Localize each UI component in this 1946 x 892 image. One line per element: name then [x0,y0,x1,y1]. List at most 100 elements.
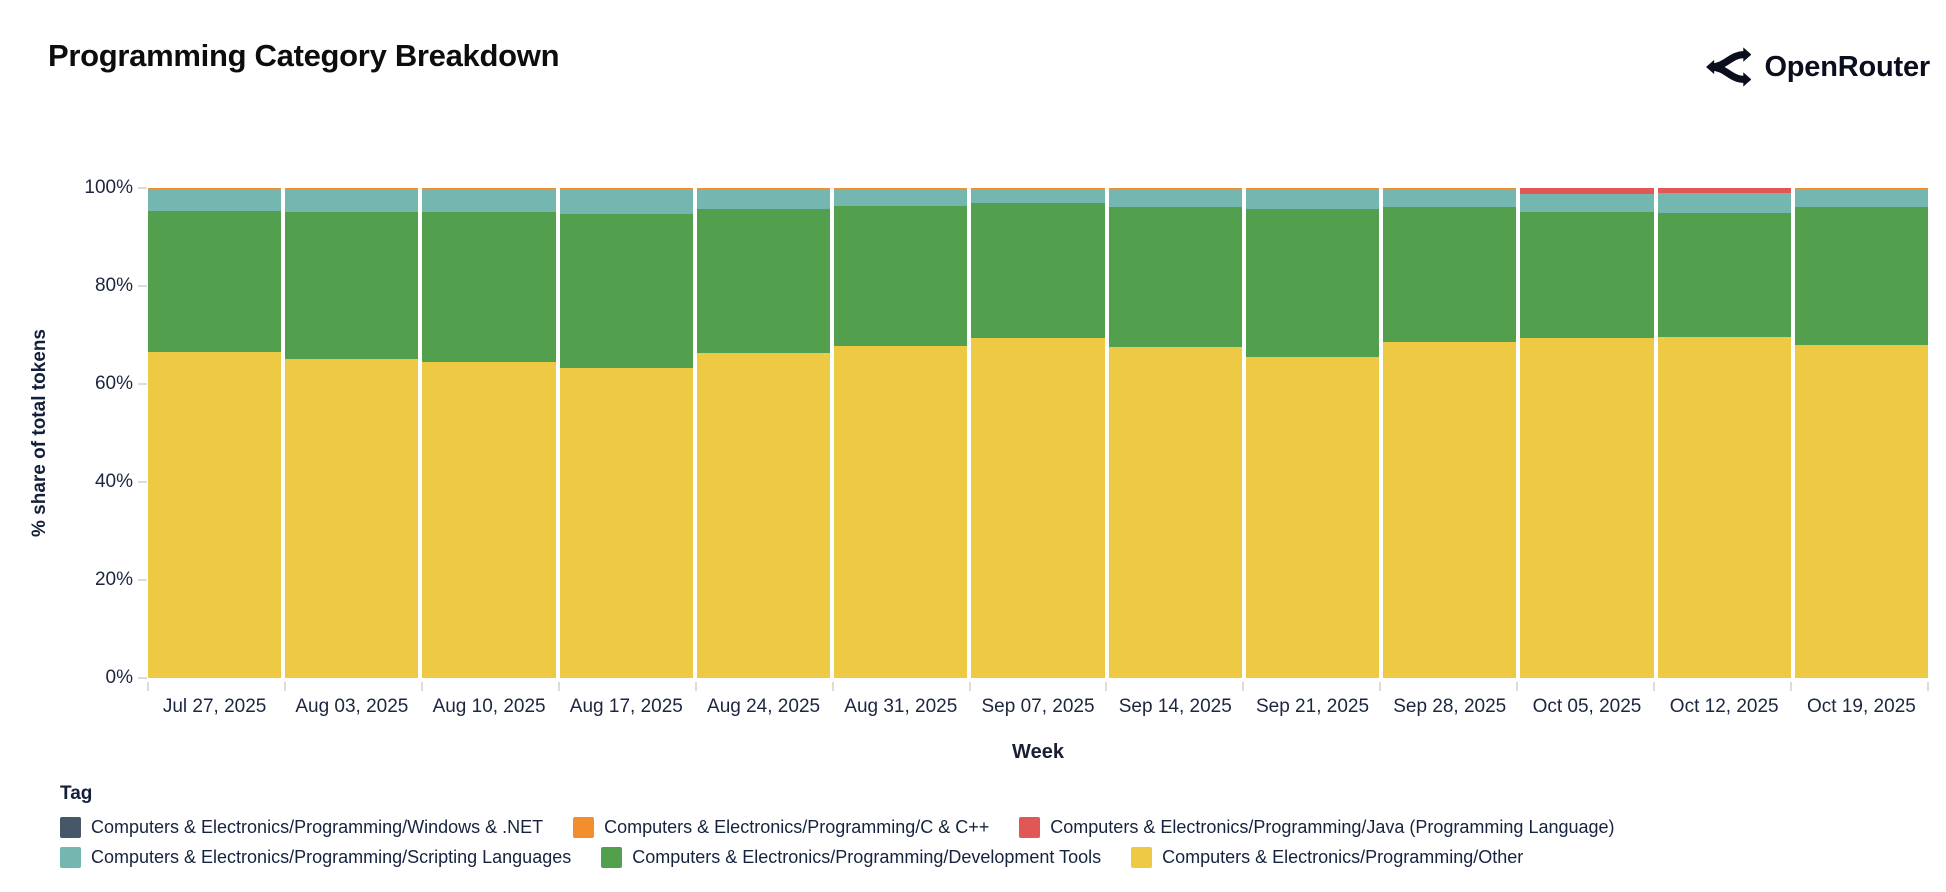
bar-segment[interactable] [422,361,556,678]
bar-segment[interactable] [1657,337,1791,678]
bar[interactable] [1245,188,1380,678]
x-tick-mark [1379,682,1382,691]
bar-segment[interactable] [285,358,419,678]
bar-segment[interactable] [148,352,282,678]
bar-segment[interactable] [1657,188,1791,193]
bar[interactable] [1520,188,1654,678]
x-axis-title: Week [1012,741,1064,763]
bar-segment[interactable] [1520,193,1654,212]
legend-item[interactable]: Computers & Electronics/Programming/Deve… [601,847,1101,868]
x-tick-mark [1927,682,1929,691]
bar-segment[interactable] [1245,188,1380,190]
bar-segment[interactable] [1245,189,1380,210]
legend-swatch [1019,817,1041,838]
bar-segment[interactable] [422,188,556,190]
y-axis: 0% 20% 40% 60% 80% 100% [0,177,147,688]
bar[interactable] [696,188,831,678]
bar-segment[interactable] [1245,209,1380,358]
bar-segment[interactable] [1108,189,1242,207]
bar-segment[interactable] [559,188,693,190]
legend-item[interactable]: Computers & Electronics/Programming/Wind… [60,817,543,838]
legend-row: Computers & Electronics/Programming/Scri… [60,847,1615,868]
bar[interactable] [834,188,968,678]
bar-segment[interactable] [285,189,419,212]
x-tick-label: Sep 14, 2025 [1118,696,1232,717]
bar-segment[interactable] [696,353,831,678]
bar-segment[interactable] [971,189,1105,203]
bar-segment[interactable] [1794,189,1929,207]
x-tick-label: Sep 28, 2025 [1393,696,1507,717]
legend-rows: Computers & Electronics/Programming/Wind… [60,817,1615,868]
x-tick-mark [968,682,971,691]
bar[interactable] [422,188,556,678]
bar[interactable] [559,188,693,678]
legend-swatch [60,817,81,838]
legend-item[interactable]: Computers & Electronics/Programming/Scri… [60,847,571,868]
bar-segment[interactable] [1383,206,1517,343]
x-tick-mark [1105,682,1108,691]
legend-item[interactable]: Computers & Electronics/Programming/C & … [573,817,989,838]
bar-segment[interactable] [696,189,831,210]
bar-segment[interactable] [834,189,968,206]
y-tick-mark [138,383,147,385]
bar-segment[interactable] [1794,188,1929,190]
bar-segment[interactable] [559,213,693,369]
bar-segment[interactable] [1108,206,1242,348]
bar-segment[interactable] [1794,206,1929,345]
bar-segment[interactable] [1108,188,1242,190]
bar-segment[interactable] [1383,189,1517,207]
x-tick-mark [1242,682,1245,691]
bar-segment[interactable] [1108,347,1242,678]
legend-item[interactable]: Computers & Electronics/Programming/Java… [1019,817,1615,838]
bar-segment[interactable] [834,345,968,678]
legend-swatch [601,847,623,868]
x-tick-mark [420,682,423,691]
bar-segment[interactable] [1520,211,1654,339]
bar[interactable] [1108,188,1242,678]
bar-segment[interactable] [1383,188,1517,190]
bar-segment[interactable] [1245,357,1380,678]
x-tick-label: Oct 12, 2025 [1669,696,1779,717]
x-tick-label: Aug 03, 2025 [295,696,409,717]
bar[interactable] [1383,188,1517,678]
bar-segment[interactable] [148,189,282,212]
bar-segment[interactable] [285,211,419,359]
y-tick-label: 20% [94,569,133,590]
bar-segment[interactable] [1383,342,1517,678]
bar-segment[interactable] [148,211,282,353]
bar-segment[interactable] [1657,213,1791,338]
bar-segment[interactable] [285,188,419,190]
x-tick-mark [147,682,149,691]
bar-segment[interactable] [559,368,693,678]
bar-segment[interactable] [1520,338,1654,678]
bar-segment[interactable] [559,189,693,214]
x-tick-mark [283,682,286,691]
bar-segment[interactable] [971,338,1105,678]
legend-swatch [60,847,81,868]
legend-item[interactable]: Computers & Electronics/Programming/Othe… [1131,847,1523,868]
bar[interactable] [148,188,282,678]
bar-segment[interactable] [422,211,556,362]
bar-segment[interactable] [696,188,831,190]
bar-segment[interactable] [148,188,282,190]
x-tick-label: Oct 19, 2025 [1807,696,1916,717]
legend-row: Computers & Electronics/Programming/Wind… [60,817,1615,838]
bar-segment[interactable] [1657,192,1791,213]
bar[interactable] [1657,188,1791,678]
bar-segment[interactable] [834,205,968,346]
legend-label: Computers & Electronics/Programming/Deve… [632,847,1102,867]
bar-segment[interactable] [971,188,1105,190]
bar-segment[interactable] [1794,344,1929,678]
bar[interactable] [285,188,419,678]
bar-segment[interactable] [422,189,556,212]
bar-segment[interactable] [834,188,968,190]
y-tick-label: 80% [94,275,133,296]
bar-segment[interactable] [971,202,1105,339]
x-tick-label: Sep 21, 2025 [1255,696,1370,717]
y-tick: 0% [106,667,147,689]
bar[interactable] [1794,188,1929,678]
x-tick-label: Sep 07, 2025 [981,696,1095,717]
bar-segment[interactable] [1520,188,1654,194]
bar[interactable] [971,188,1105,678]
bar-segment[interactable] [696,209,831,354]
